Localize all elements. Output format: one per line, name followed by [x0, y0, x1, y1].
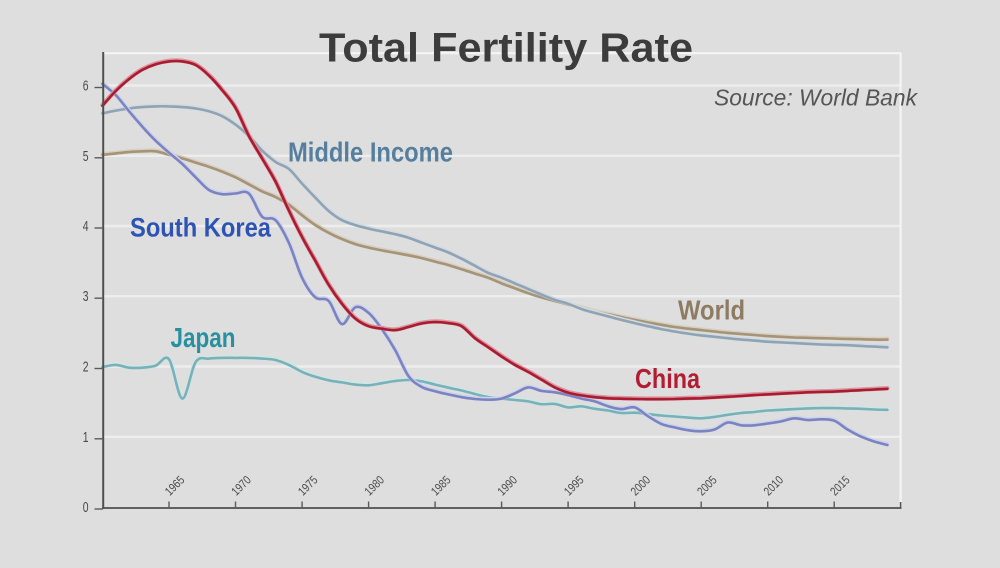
- svg-text:Total Fertility Rate: Total Fertility Rate: [319, 25, 693, 71]
- svg-text:Source: World Bank: Source: World Bank: [714, 84, 918, 110]
- svg-text:1: 1: [83, 430, 89, 446]
- svg-text:Japan: Japan: [171, 322, 236, 353]
- svg-text:6: 6: [83, 79, 89, 95]
- svg-text:China: China: [635, 363, 700, 394]
- svg-text:0: 0: [83, 500, 89, 516]
- svg-text:Middle Income: Middle Income: [288, 137, 453, 168]
- svg-text:5: 5: [83, 149, 89, 165]
- svg-text:World: World: [678, 294, 745, 325]
- svg-text:South Korea: South Korea: [130, 213, 272, 243]
- svg-text:2: 2: [83, 360, 89, 376]
- svg-text:4: 4: [83, 219, 89, 235]
- svg-text:3: 3: [83, 289, 89, 305]
